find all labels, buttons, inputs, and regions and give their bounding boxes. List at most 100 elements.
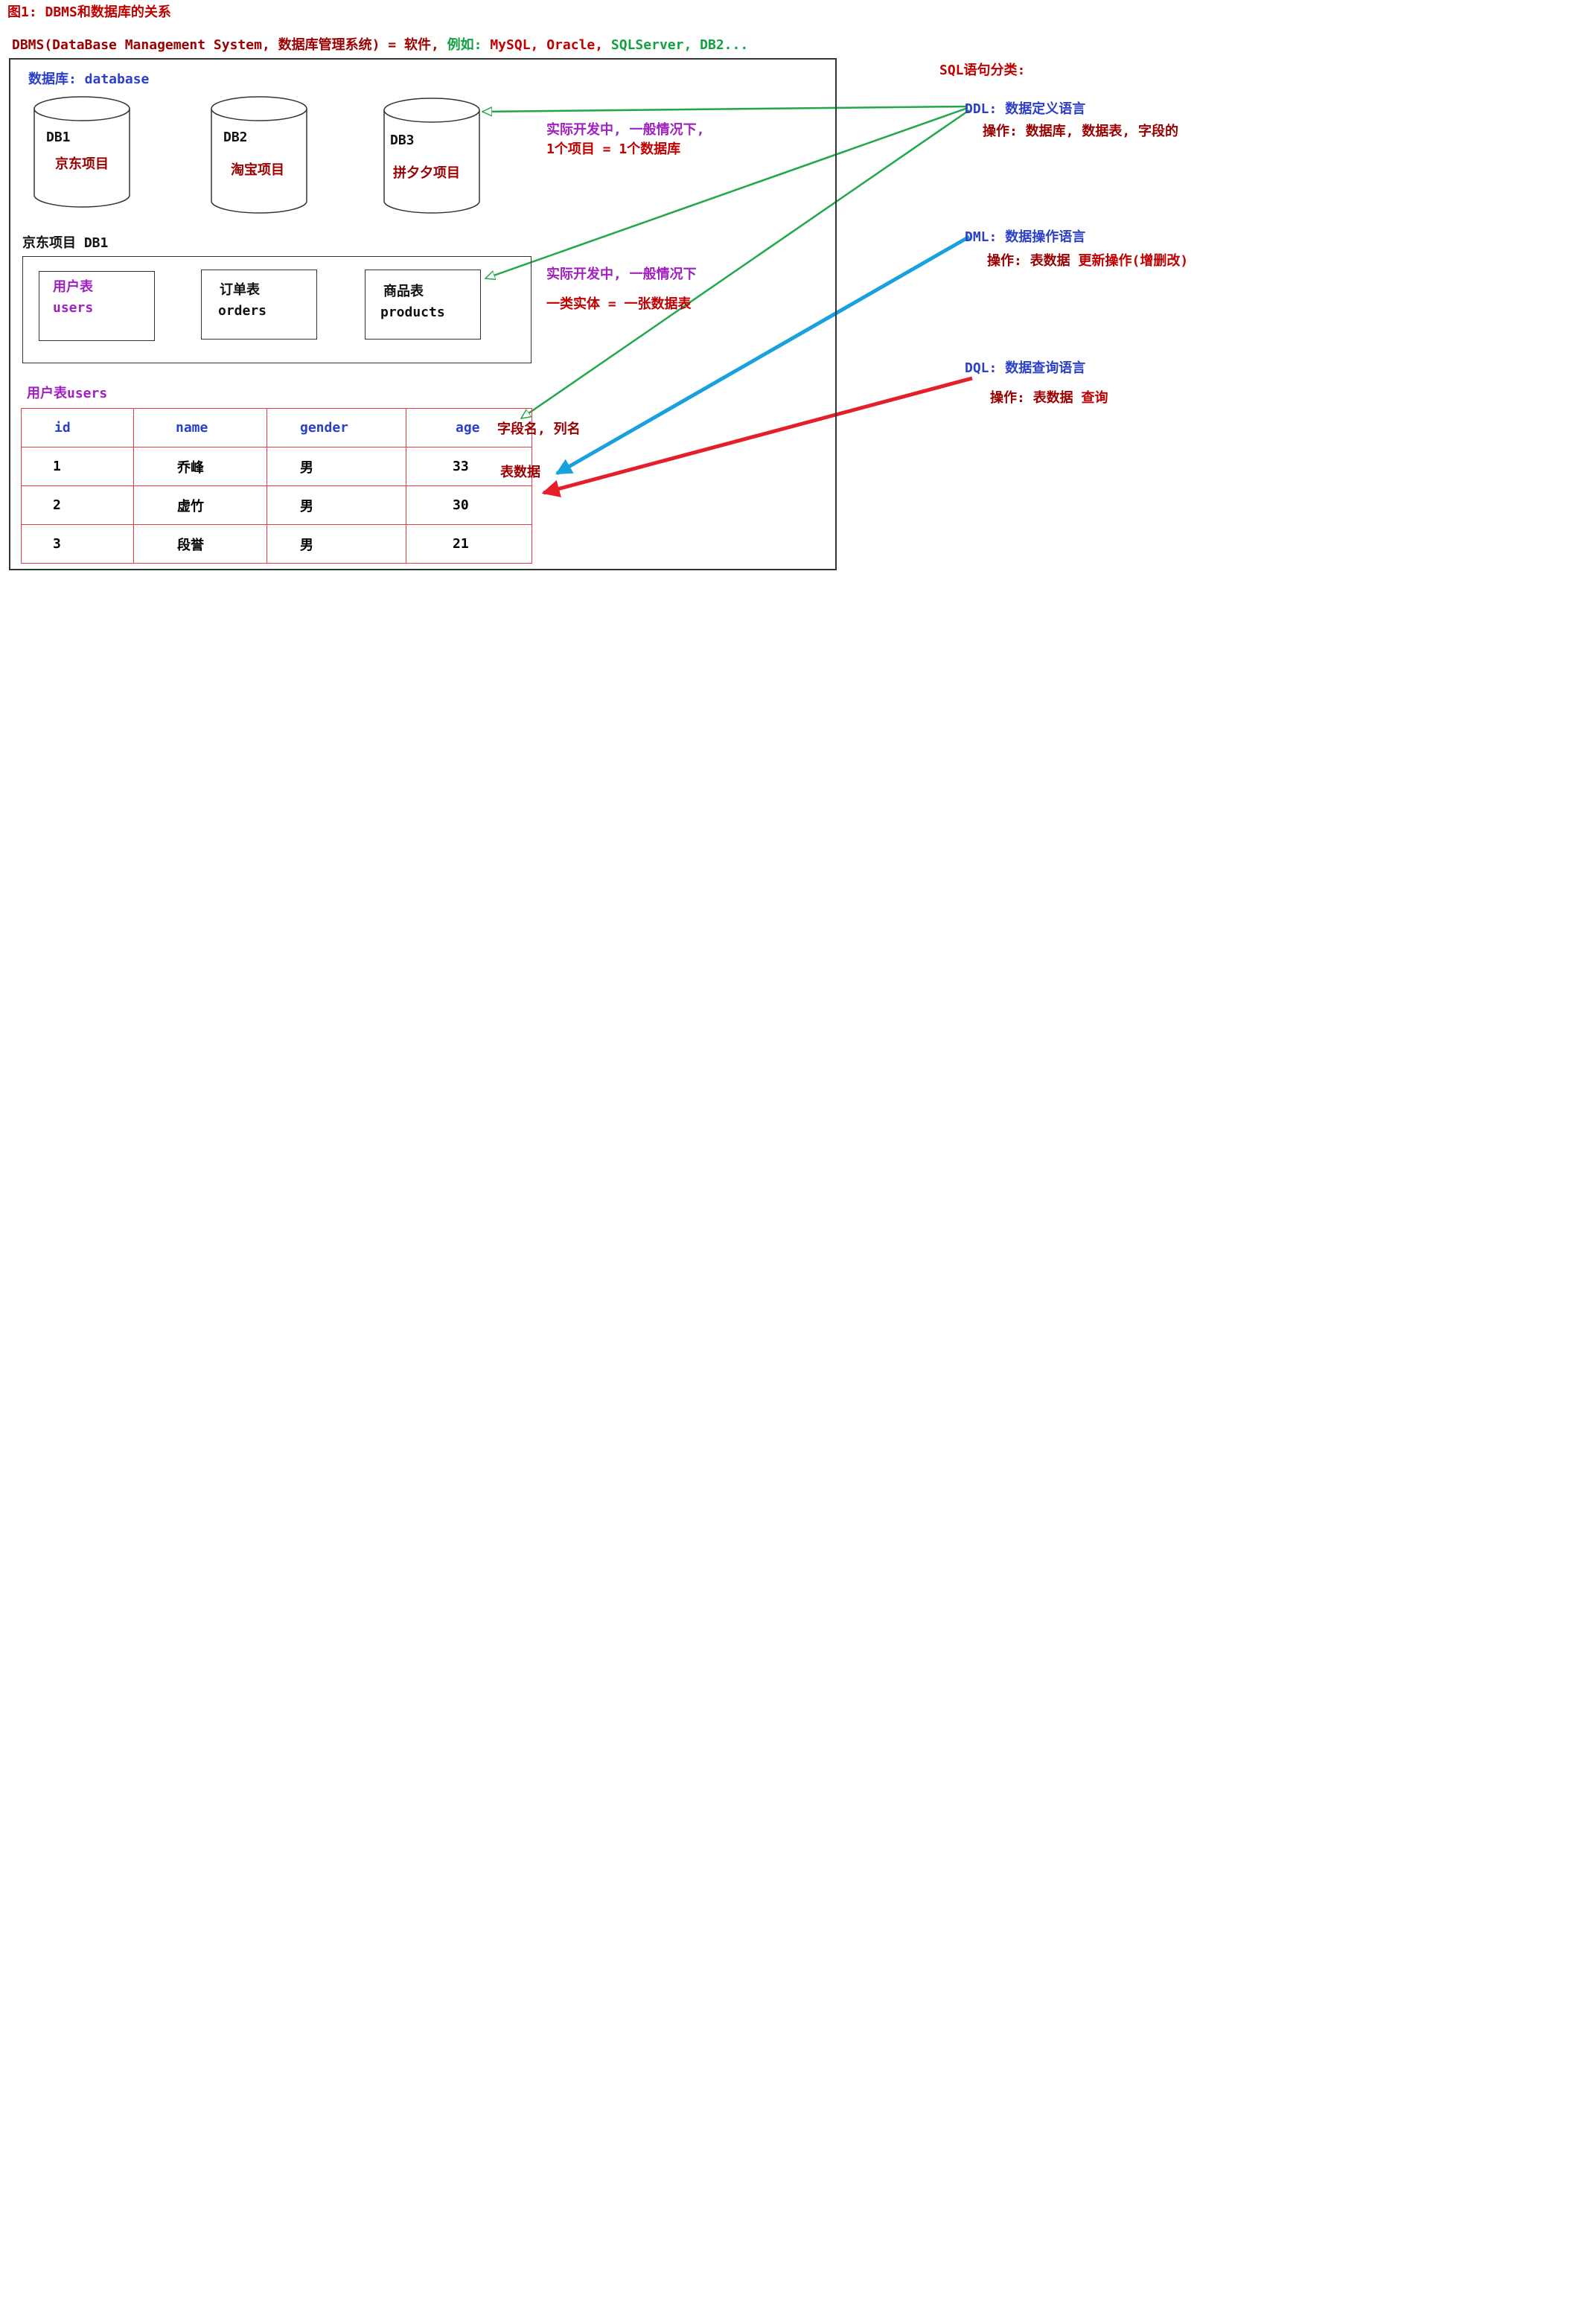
header-name: name (176, 420, 208, 436)
ddl-name: DDL: (965, 101, 998, 117)
ddl-operation-label: 操作: (983, 124, 1018, 139)
database-section-label: 数据库: database (28, 71, 150, 87)
table-header-row: id name gender age (21, 408, 532, 447)
dql-heading: DQL: 数据查询语言 (965, 362, 1085, 375)
dbms-definition-line: DBMS(DataBase Management System, 数据库管理系统… (12, 39, 748, 52)
db2-cylinder (211, 96, 307, 214)
table-box-products-en: products (380, 305, 445, 320)
dml-operation-text: 表数据 (1030, 253, 1070, 269)
cell-age-value: 21 (453, 536, 469, 552)
dql-to-data-arrow (541, 376, 973, 498)
table-row: 3 段誉 男 21 (21, 524, 532, 564)
db1-section-label: 京东项目 DB1 (22, 235, 109, 251)
cell-age: 33 (406, 447, 532, 486)
table-row: 2 虚竹 男 30 (21, 485, 532, 525)
db1-cylinder (33, 96, 130, 208)
db3-project: 拼夕夕项目 (393, 165, 460, 181)
entity-table-note-line2: 一类实体 = 一张数据表 (546, 296, 692, 312)
users-data-table: id name gender age 1 乔峰 男 33 2 虚竹 男 30 3… (21, 408, 532, 564)
header-cell-age: age (406, 408, 532, 447)
header-cell-gender: gender (266, 408, 406, 447)
dql-operation: 操作: 表数据 查询 (990, 392, 1108, 405)
ddl-heading: DDL: 数据定义语言 (965, 103, 1085, 116)
figure-title: 图1: DBMS和数据库的关系 (7, 4, 171, 20)
dql-name: DQL: (965, 360, 998, 376)
cell-name-value: 乔峰 (177, 459, 204, 476)
header-age: age (456, 420, 480, 436)
ddl-description: 数据定义语言 (1005, 101, 1086, 117)
users-table-label: 用户表users (27, 386, 108, 401)
cell-id: 2 (21, 485, 134, 525)
cell-age: 21 (406, 524, 532, 564)
header-cell-id: id (21, 408, 134, 447)
dbms-frame (9, 58, 837, 570)
cell-name: 乔峰 (133, 447, 267, 486)
cell-age: 30 (406, 485, 532, 525)
dql-operation-label: 操作: (990, 390, 1025, 406)
dml-operation-label: 操作: (987, 253, 1022, 269)
dbms-definition-text: DBMS(DataBase Management System, 数据库管理系统… (12, 37, 439, 53)
project-database-note-line1: 实际开发中, 一般情况下, (546, 122, 705, 138)
dbms-example-oracle: Oracle, (546, 37, 604, 53)
cell-id: 1 (21, 447, 134, 486)
cell-age-value: 33 (453, 459, 469, 474)
dbms-example-db2: DB2... (700, 37, 749, 53)
dql-operation-extra: 查询 (1081, 390, 1108, 406)
table-box-users-en: users (53, 300, 94, 316)
cell-gender-value: 男 (300, 459, 313, 476)
table-row: 1 乔峰 男 33 (21, 447, 532, 486)
cell-name: 虚竹 (133, 485, 267, 525)
cell-id-value: 2 (53, 497, 61, 513)
header-gender: gender (300, 420, 349, 436)
db1-name: DB1 (46, 130, 71, 145)
dql-operation-text: 表数据 (1032, 390, 1073, 406)
cell-gender: 男 (266, 485, 406, 525)
header-id: id (54, 420, 71, 436)
cell-age-value: 30 (453, 497, 469, 513)
ddl-to-tables-arrow (485, 106, 968, 278)
dml-heading: DML: 数据操作语言 (965, 231, 1085, 244)
ddl-to-fields-arrow (521, 109, 970, 420)
cell-gender: 男 (266, 447, 406, 486)
ddl-operation-text: 数据库, 数据表, 字段的 (1025, 124, 1179, 139)
cell-gender-value: 男 (300, 537, 313, 553)
dml-name: DML: (965, 229, 998, 245)
project-database-note-line2: 1个项目 = 1个数据库 (546, 141, 681, 157)
table-box-users: 用户表 users (39, 271, 155, 341)
table-box-orders-cn: 订单表 (220, 282, 260, 298)
db1-project: 京东项目 (55, 156, 109, 172)
cell-gender: 男 (266, 524, 406, 564)
ddl-operation: 操作: 数据库, 数据表, 字段的 (983, 125, 1178, 138)
entity-table-note-line1: 实际开发中, 一般情况下 (546, 267, 697, 282)
cell-id: 3 (21, 524, 134, 564)
cell-gender-value: 男 (300, 498, 313, 514)
table-box-products: 商品表 products (365, 270, 481, 340)
table-box-orders: 订单表 orders (201, 270, 317, 340)
db3-cylinder (383, 98, 480, 214)
cell-name: 段誉 (133, 524, 267, 564)
dml-operation-extra: 更新操作(增删改) (1078, 253, 1189, 269)
db2-name: DB2 (223, 130, 248, 145)
cell-id-value: 3 (53, 536, 61, 552)
cell-name-value: 段誉 (177, 537, 204, 553)
ddl-to-database-arrow (482, 105, 968, 112)
dbms-example-mysql: MySQL, (490, 37, 539, 53)
header-cell-name: name (133, 408, 267, 447)
dbms-example-label: 例如: (447, 37, 482, 53)
db3-name: DB3 (390, 133, 415, 148)
dml-to-data-arrow (555, 235, 971, 476)
table-box-orders-en: orders (218, 303, 267, 319)
table-box-products-cn: 商品表 (383, 284, 424, 299)
cell-name-value: 虚竹 (177, 498, 204, 514)
field-name-note: 字段名, 列名 (497, 421, 581, 437)
cell-id-value: 1 (53, 459, 61, 474)
dql-description: 数据查询语言 (1005, 360, 1086, 376)
dml-description: 数据操作语言 (1005, 229, 1086, 245)
table-box-users-cn: 用户表 (53, 279, 93, 295)
db2-project: 淘宝项目 (231, 162, 284, 178)
dbms-example-sqlserver: SQLServer, (610, 37, 692, 53)
dml-operation: 操作: 表数据 更新操作(增删改) (987, 255, 1188, 268)
sql-classification-title: SQL语句分类: (939, 63, 1026, 78)
table-data-note: 表数据 (500, 465, 540, 480)
